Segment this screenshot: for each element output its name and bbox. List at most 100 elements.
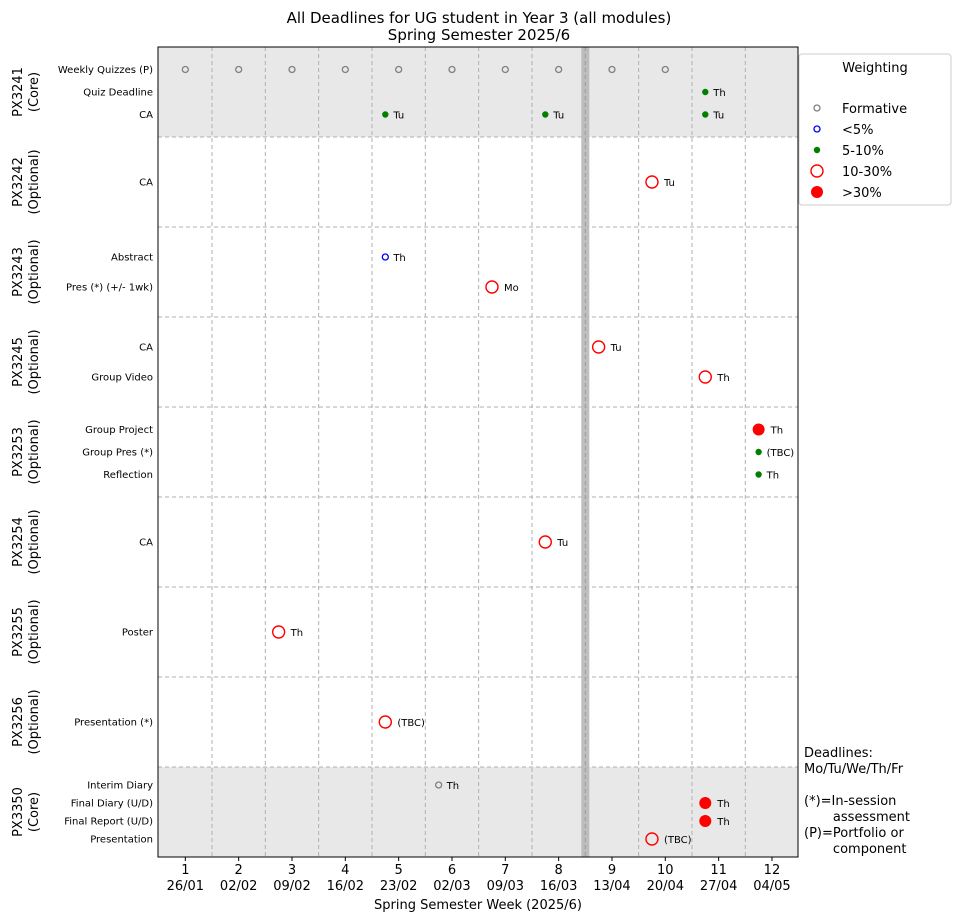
deadline-marker: [341, 65, 349, 74]
deadline-marker: [699, 815, 712, 827]
module-label: PX3243 (Optional): [11, 239, 42, 304]
deadline-day-label: Tu: [663, 178, 675, 189]
deadline-marker: [645, 175, 659, 189]
module-band-shade: [158, 767, 798, 857]
legend-marker: [813, 146, 821, 154]
module-code: PX3245: [11, 337, 26, 387]
x-tick-date: 26/01: [167, 879, 204, 894]
item-label: CA: [139, 178, 153, 189]
deadline-marker: [702, 111, 709, 118]
deadline-marker: [752, 423, 765, 436]
chart-title: All Deadlines for UG student in Year 3 (…: [287, 9, 672, 27]
module-code: PX3241: [11, 67, 26, 117]
item-label: Group Video: [91, 373, 153, 384]
deadline-marker: [378, 715, 393, 729]
deadline-day-label: (TBC): [664, 835, 692, 846]
chart-subtitle: Spring Semester 2025/6: [388, 26, 570, 44]
x-tick-week: 8: [554, 863, 562, 878]
module-bands: [158, 47, 798, 857]
x-tick-date: 13/04: [593, 879, 630, 894]
module-code: PX3255: [11, 607, 26, 657]
item-label: Presentation: [90, 835, 153, 846]
deadline-marker: [554, 65, 563, 74]
module-label: PX3242 (Optional): [11, 149, 42, 214]
legend-title: Weighting: [842, 61, 907, 76]
plot-frame: [157, 46, 799, 858]
x-axis-label: Spring Semester Week (2025/6): [374, 898, 582, 913]
deadline-marker: [382, 111, 389, 118]
x-tick-date: 09/03: [487, 879, 524, 894]
deadline-marker: [235, 65, 243, 74]
deadline-marker: [645, 832, 659, 846]
legend-entry-label: Formative: [842, 102, 907, 117]
item-label: Final Diary (U/D): [71, 799, 153, 810]
module-label: PX3254 (Optional): [11, 509, 42, 574]
deadline-marker: [181, 65, 189, 74]
legend-marker: [813, 125, 821, 133]
legend-marker: [811, 186, 823, 198]
x-tick-week: 1: [181, 863, 189, 878]
deadline-marker: [288, 65, 296, 74]
x-tick-week: 5: [395, 863, 403, 878]
module-label: PX3350 (Core): [11, 787, 42, 837]
note-line: (*)=In-session: [804, 794, 897, 809]
module-label: PX3241 (Core): [11, 67, 42, 117]
x-tick-week: 6: [448, 863, 456, 878]
module-type: (Optional): [27, 419, 42, 484]
deadline-day-label: Th: [766, 471, 779, 482]
item-label: Group Pres (*): [82, 448, 153, 459]
deadline-day-label: Th: [770, 426, 783, 437]
deadline-marker: [699, 797, 712, 809]
x-tick-date: 27/04: [700, 879, 737, 894]
deadline-day-label: Th: [446, 781, 459, 792]
deadline-marker: [434, 781, 443, 789]
deadline-day-label: Tu: [610, 343, 622, 354]
deadline-markers: Th Tu Tu Tu Tu Th Mo Tu Th Th (TBC) Th Tu Th (TBC) Th Th…: [181, 65, 795, 846]
deadline-marker: [755, 448, 762, 456]
deadline-marker: [448, 65, 456, 74]
x-tick-date: 23/02: [380, 879, 417, 894]
item-label: Pres (*) (+/- 1wk): [66, 283, 153, 294]
item-label: CA: [139, 343, 153, 354]
deadline-day-label: Th: [392, 253, 405, 264]
module-code: PX3256: [11, 697, 26, 747]
module-type: (Optional): [27, 149, 42, 214]
legend: Weighting Formative <5% 5-10% 10-30% >30%: [798, 53, 952, 206]
legend-entry-label: >30%: [842, 186, 882, 201]
legend-entry-label: 5-10%: [842, 144, 884, 159]
legend-box: [798, 53, 952, 206]
module-label: PX3245 (Optional): [11, 329, 42, 394]
deadline-day-label: (TBC): [397, 718, 425, 729]
item-label: Weekly Quizzes (P): [58, 65, 153, 76]
grid-lines: [158, 47, 798, 857]
x-tick-date: 16/03: [540, 879, 577, 894]
item-label: Abstract: [111, 253, 153, 264]
note-line: [804, 778, 910, 794]
legend-entry-label: <5%: [842, 123, 874, 138]
module-type: (Core): [27, 792, 42, 832]
deadline-marker: [542, 111, 549, 118]
legend-marker: [810, 164, 824, 178]
module-code: PX3254: [11, 517, 26, 567]
deadline-marker: [381, 253, 389, 261]
deadline-marker: [591, 340, 606, 354]
deadline-marker: [538, 535, 553, 549]
module-type: (Optional): [27, 599, 42, 664]
item-label: Final Report (U/D): [64, 817, 153, 828]
deadline-day-label: (TBC): [767, 448, 795, 459]
legend-entry-label: 10-30%: [842, 165, 892, 180]
x-tick-week: 3: [288, 863, 296, 878]
x-axis-tick-labels: 126/01 202/02 309/02 416/02 523/02 602/03 709/…: [167, 857, 791, 894]
note-line: (P)=Portfolio or: [804, 826, 904, 841]
deadline-marker: [394, 65, 403, 74]
module-type: (Optional): [27, 689, 42, 754]
deadline-day-label: Th: [716, 817, 729, 828]
deadline-marker: [271, 625, 286, 639]
module-type: (Optional): [27, 329, 42, 394]
deadline-day-label: Mo: [504, 283, 519, 294]
x-tick-date: 09/02: [273, 879, 310, 894]
note-line: Deadlines:: [804, 746, 873, 761]
deadline-day-label: Tu: [556, 538, 568, 549]
item-label: Presentation (*): [74, 718, 153, 729]
